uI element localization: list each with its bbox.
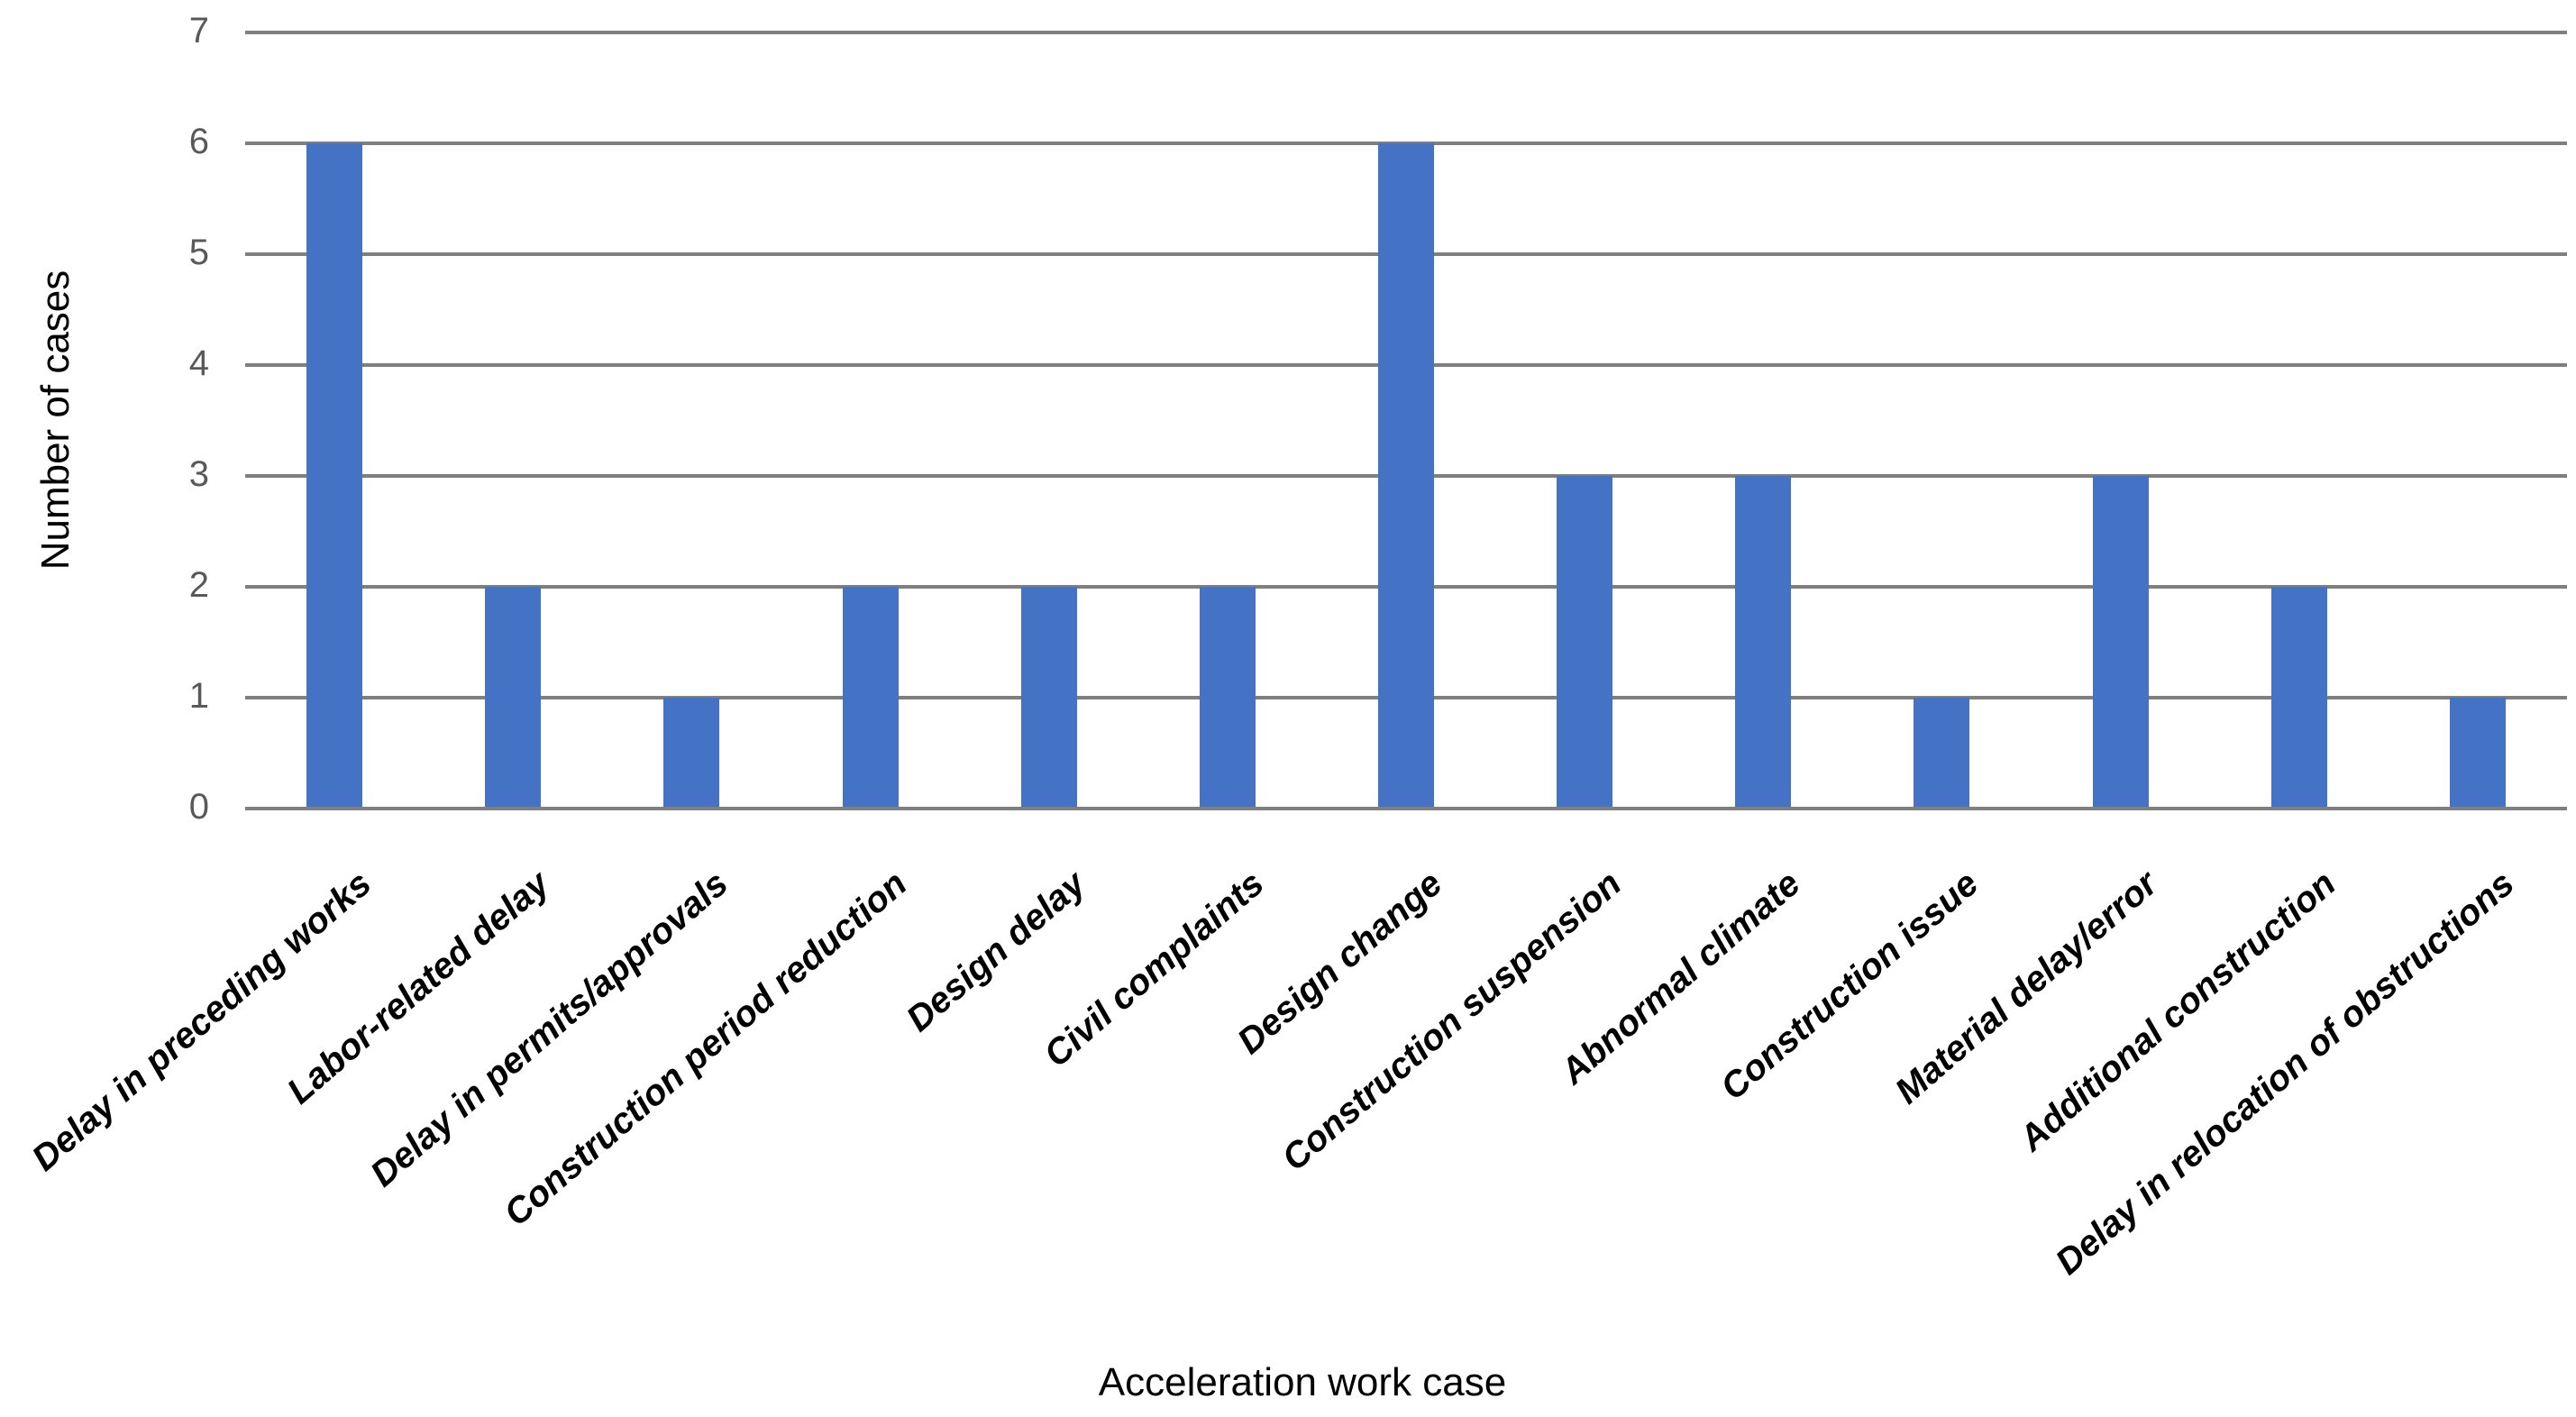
bar [2092,476,2149,809]
x-axis-title: Acceleration work case [1098,1360,1507,1404]
y-tick-label: 7 [188,11,209,50]
bar [485,587,542,809]
category-label: Design delay [899,864,1093,1040]
bar [1378,143,1434,809]
bar [1735,476,1792,809]
y-axis-title: Number of cases [33,270,78,571]
bar [1199,587,1256,809]
y-tick-label: 0 [188,787,209,827]
category-label: Construction suspension [1274,864,1630,1179]
bar [2270,587,2327,809]
x-axis-line [245,807,2567,810]
y-tick-label: 1 [188,676,209,716]
y-tick-label: 5 [188,233,209,272]
bar [306,143,363,809]
category-label: Delay in preceding works [24,864,379,1179]
category-label: Delay in permits/approvals [363,864,736,1195]
bar [663,698,720,809]
bar [2449,698,2506,809]
bar [1557,476,1613,809]
bar [1914,698,1970,809]
y-tick-label: 6 [188,122,209,161]
category-label: Additional construction [2012,864,2343,1159]
bar [1020,587,1077,809]
bar [842,587,899,809]
y-tick-label: 4 [188,343,209,383]
gridline [245,31,2567,34]
y-tick-label: 3 [188,454,209,494]
y-tick-label: 2 [188,565,209,605]
